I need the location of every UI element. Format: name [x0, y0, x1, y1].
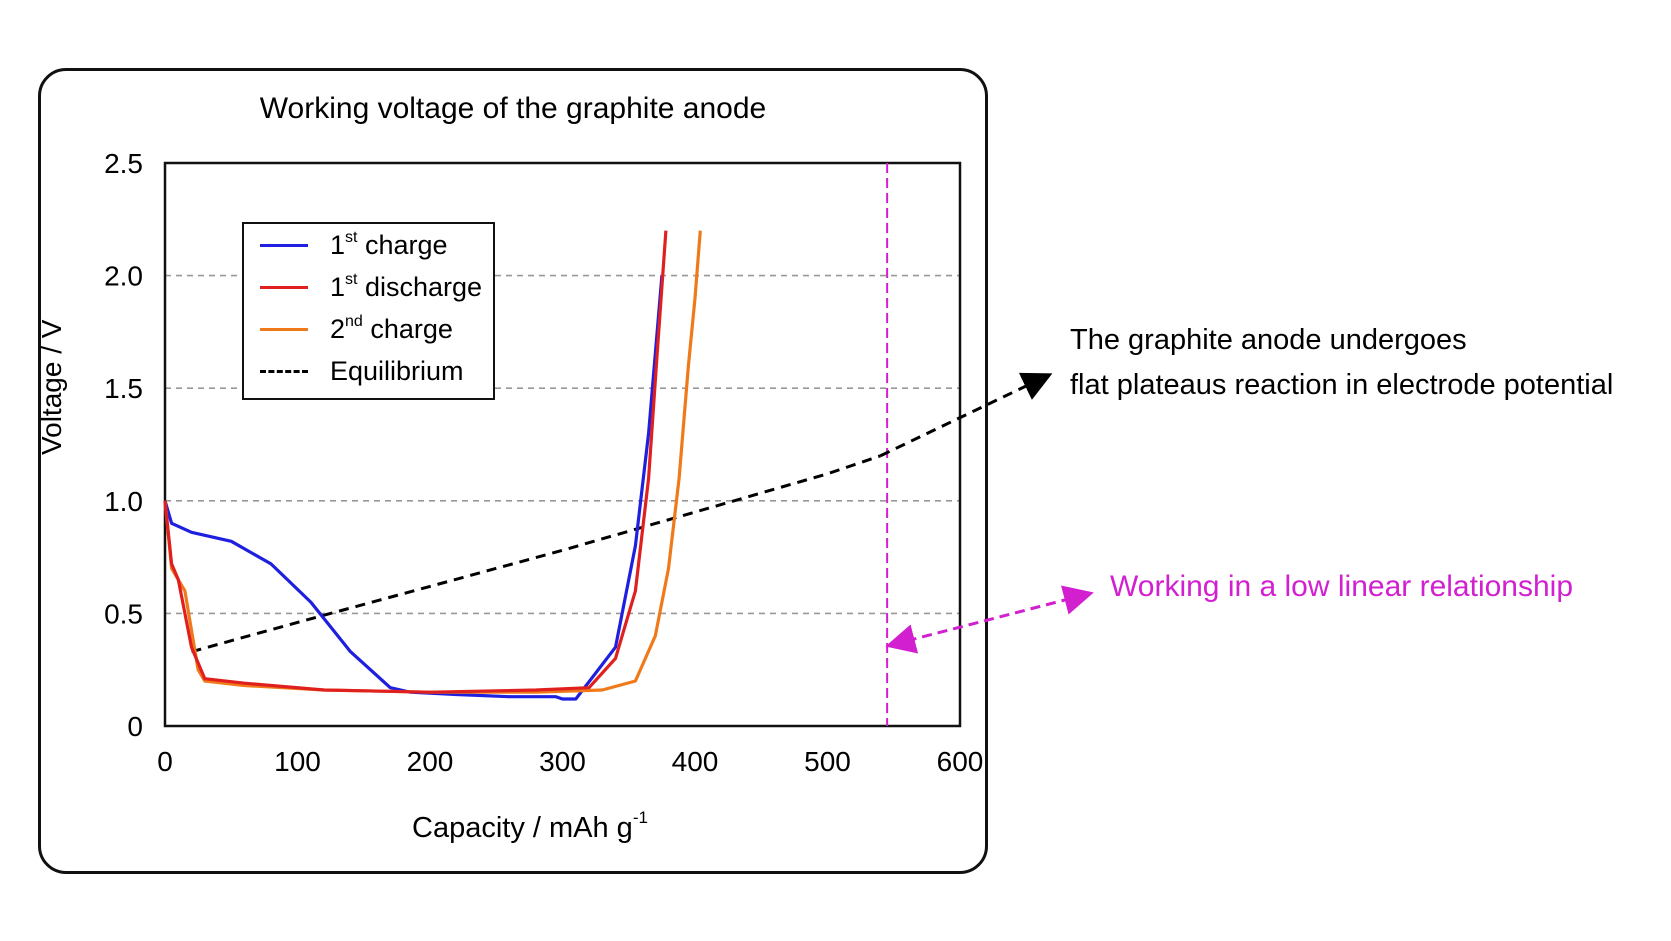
- legend: 1st charge 1st discharge 2nd charge Equi…: [242, 222, 495, 400]
- chart-title: Working voltage of the graphite anode: [259, 92, 767, 125]
- legend-swatch: [260, 327, 308, 331]
- x-tick-label: 600: [937, 746, 984, 777]
- x-tick-label: 400: [672, 746, 719, 777]
- legend-swatch: [260, 285, 308, 289]
- legend-item-1st-discharge: 1st discharge: [260, 271, 483, 302]
- x-tick-label: 200: [407, 746, 454, 777]
- x-tick-label: 300: [539, 746, 586, 777]
- y-axis-label: Voltage / V: [36, 319, 67, 455]
- data-lines: [163, 230, 881, 701]
- y-tick-label: 0.5: [104, 598, 143, 629]
- legend-item-1st-charge: 1st charge: [260, 229, 448, 260]
- y-tick-label: 1.5: [104, 373, 143, 404]
- linear-annotation: Working in a low linear relationship: [1110, 570, 1574, 603]
- chart-frame: [38, 68, 988, 874]
- y-tick-label: 0: [127, 711, 143, 742]
- plot-border: [163, 161, 962, 728]
- tick-labels: 0 100 200 300 400 500 600 0 0.5 1.0 1.5 2.0 2.5: [104, 148, 983, 777]
- legend-swatch: [260, 243, 308, 247]
- legend-label: 2nd charge: [330, 313, 453, 344]
- annotation-arrows: [879, 163, 1094, 726]
- series-line-equilibrium: [191, 454, 881, 654]
- x-tick-label: 100: [274, 746, 321, 777]
- x-tick-label: 0: [157, 746, 173, 777]
- x-axis-label-sup: -1: [632, 808, 648, 827]
- legend-swatch: [260, 369, 308, 373]
- x-tick-label: 500: [804, 746, 851, 777]
- x-axis-label-base: Capacity / mAh g: [412, 812, 633, 844]
- plateau-annotation-line2: flat plateaus reaction in electrode pote…: [1070, 369, 1614, 401]
- plateau-annotation-line1: The graphite anode undergoes: [1070, 324, 1467, 356]
- series-line-2nd-charge: [163, 230, 702, 694]
- series-line-1st-discharge: [163, 230, 668, 694]
- y-tick-label: 2.0: [104, 261, 143, 292]
- linear-arrow: [885, 585, 1094, 654]
- legend-label: 1st charge: [330, 229, 448, 260]
- legend-item-2nd-charge: 2nd charge: [260, 313, 453, 344]
- legend-label: 1st discharge: [330, 271, 483, 302]
- plateau-annotation: The graphite anode undergoes flat platea…: [1070, 318, 1613, 408]
- legend-label: Equilibrium: [330, 355, 464, 386]
- plateau-arrow: [879, 372, 1053, 458]
- y-tick-label: 2.5: [104, 148, 143, 179]
- y-tick-label: 1.0: [104, 486, 143, 517]
- legend-item-equilibrium: Equilibrium: [260, 356, 464, 386]
- x-axis-label: Capacity / mAh g-1: [412, 808, 648, 845]
